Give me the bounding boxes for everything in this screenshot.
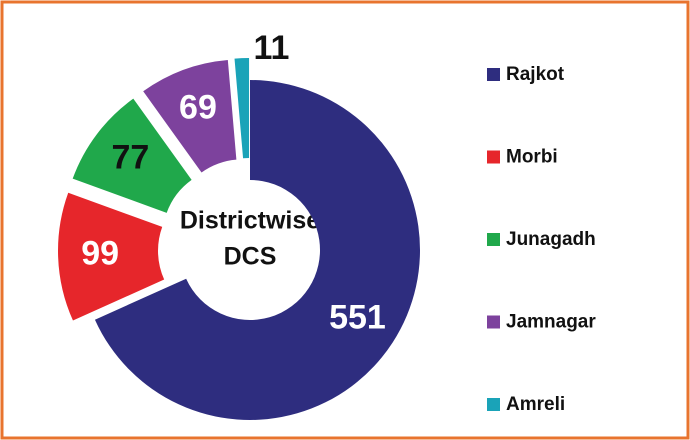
donut-slice (94, 80, 421, 420)
center-label: Districtwise (180, 207, 320, 235)
legend-label: Amreli (506, 394, 565, 415)
donut-slice (72, 98, 192, 213)
value-label: 551 (329, 299, 386, 337)
value-label: 69 (179, 88, 217, 126)
legend-swatch (487, 398, 500, 411)
legend-swatch (487, 68, 500, 81)
value-label: 11 (253, 29, 289, 67)
donut-slice (234, 58, 250, 159)
legend-label: Jamnagar (506, 312, 596, 333)
legend-label: Junagadh (506, 229, 596, 250)
legend-label: Morbi (506, 147, 558, 168)
value-label: 99 (81, 235, 119, 273)
legend-swatch (487, 233, 500, 246)
legend-swatch (487, 315, 500, 329)
donut-slice (143, 59, 237, 173)
donut-slice (58, 192, 165, 321)
center-label: DCS (224, 243, 277, 271)
value-label: 77 (112, 138, 150, 176)
legend-swatch (487, 150, 500, 164)
legend-label: Rajkot (506, 64, 565, 85)
